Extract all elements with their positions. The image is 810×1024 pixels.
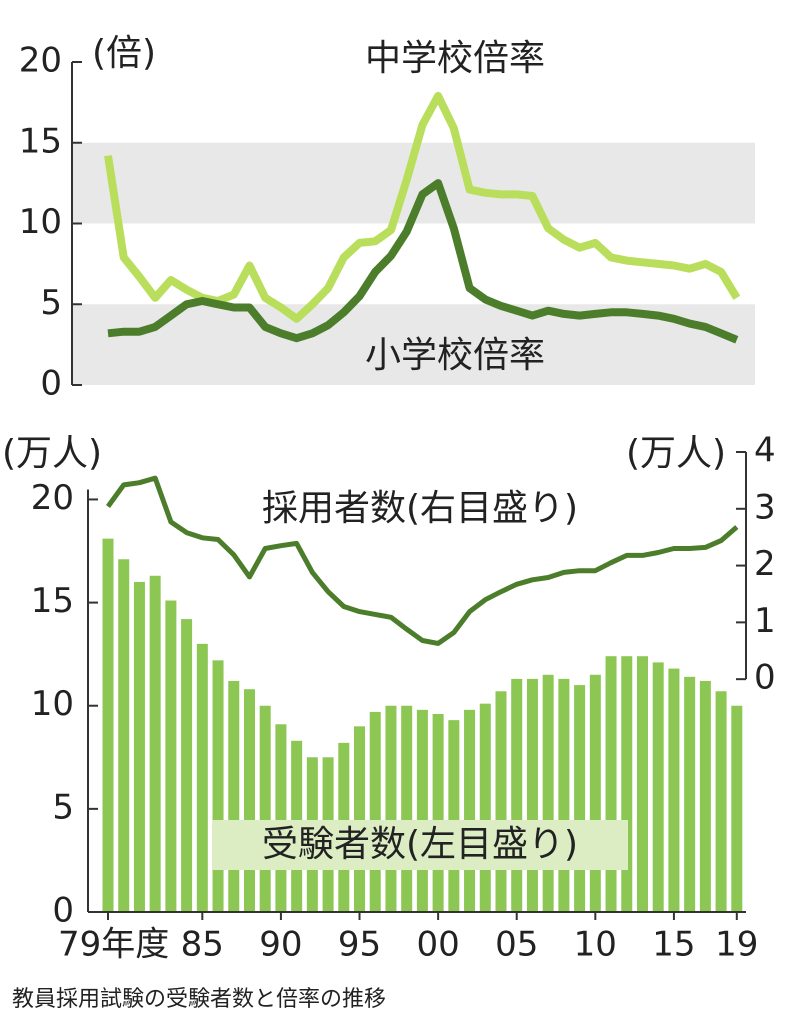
bar [102,538,114,912]
bar [369,711,381,912]
bar [652,662,664,912]
bar [699,680,711,912]
x-tick-label: 05 [495,925,538,965]
series-label: 中学校倍率 [365,38,545,79]
series-label: 採用者数(右目盛り) [262,488,578,529]
bar [479,703,491,912]
y2-tick-label: 1 [754,601,776,641]
bar [448,720,460,912]
y2-tick-label: 0 [754,658,776,698]
x-tick-label: 15 [652,925,695,965]
bar [574,685,586,912]
x-tick-label: 00 [416,925,459,965]
label-bg [212,820,628,870]
bar [181,619,193,912]
bar [196,643,208,912]
series-line [105,475,739,646]
y-tick-label: 15 [31,581,74,621]
series-line [107,179,739,344]
bar [605,656,617,912]
bar [715,691,727,912]
bar [212,660,224,912]
y2-tick-label: 4 [754,431,776,471]
bar [495,691,507,912]
y-tick-label: 10 [31,684,74,724]
x-tick-label: 85 [181,925,224,965]
bar [589,674,601,912]
bar [118,559,130,912]
x-tick-label: 19 [715,925,758,965]
x-tick-label: 95 [338,925,381,965]
bar [731,705,743,912]
bar [133,581,145,912]
bar [684,676,696,912]
y-tick-label: 20 [19,41,62,81]
y-axis-label: (万人) [2,433,102,474]
bar [259,705,271,912]
y-tick-label: 0 [40,364,62,404]
bar [511,678,523,912]
bar [432,713,444,912]
y-axis-label: (倍) [92,33,156,74]
y-tick-label: 20 [31,478,74,518]
x-tick-label: 90 [259,925,302,965]
bar [668,668,680,912]
bar [542,674,554,912]
y2-tick-label: 3 [754,487,776,527]
y-tick-label: 5 [52,787,74,827]
series-label: 小学校倍率 [365,335,545,376]
bar [526,678,538,912]
bar [165,600,177,912]
y2-tick-label: 2 [754,544,776,584]
bar [464,709,476,912]
bar [149,575,161,912]
bar [385,705,397,912]
bar [354,726,366,912]
bar [401,705,413,912]
bar [228,680,240,912]
bar [636,656,648,912]
bar [621,656,633,912]
y-tick-label: 10 [19,202,62,242]
x-tick-label: 79年度 [58,925,169,965]
bar [558,678,570,912]
y-tick-label: 0 [52,891,74,931]
caption: 教員採用試験の受験者数と倍率の推移 [12,987,386,1012]
y-tick-label: 15 [19,121,62,161]
y-tick-label: 5 [40,283,62,323]
bar [416,709,428,912]
bar [243,689,255,912]
y2-axis-label: (万人) [626,433,726,474]
series-label: 受験者数(左目盛り) [262,824,578,865]
x-tick-label: 10 [574,925,617,965]
bar [275,724,287,912]
